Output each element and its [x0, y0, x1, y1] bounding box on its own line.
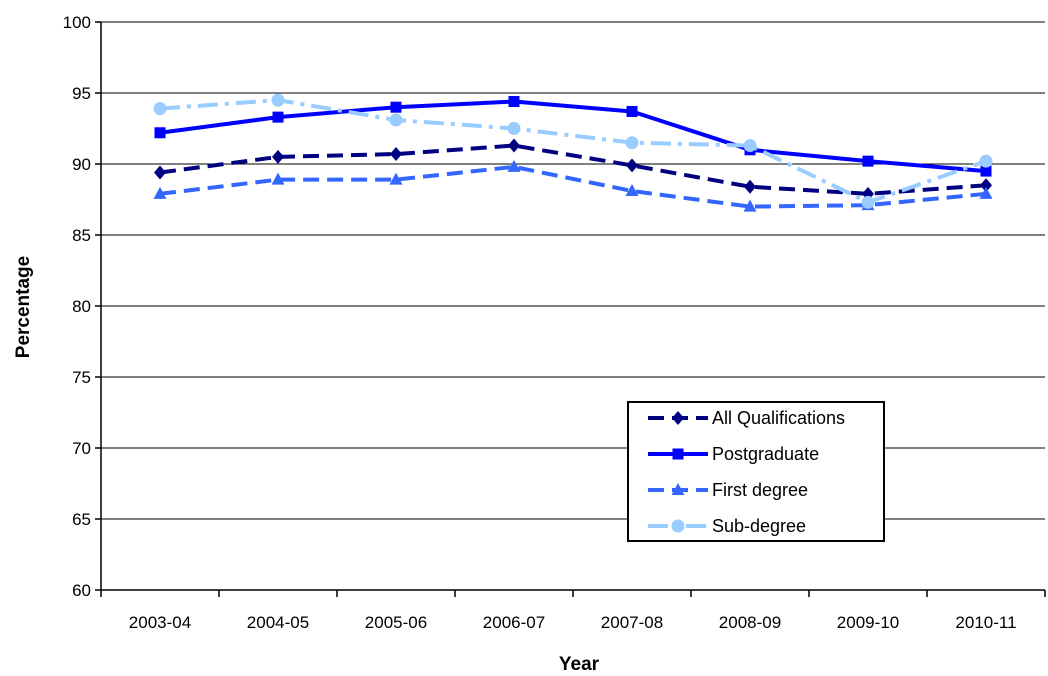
x-tick-label: 2007-08: [601, 613, 663, 632]
x-axis-title: Year: [559, 654, 600, 675]
legend-label: Sub-degree: [712, 516, 806, 536]
y-tick-label: 100: [63, 13, 91, 32]
y-tick-label: 70: [72, 439, 91, 458]
series-postgraduate: [154, 96, 992, 177]
data-point: [389, 172, 403, 185]
data-point: [153, 186, 167, 199]
legend-box: [627, 401, 885, 542]
y-tick-label: 95: [72, 84, 91, 103]
data-point: [743, 199, 757, 212]
y-tick-label: 75: [72, 368, 91, 387]
data-point: [272, 149, 284, 164]
data-point: [625, 183, 639, 196]
data-point: [862, 155, 874, 167]
data-point: [390, 101, 402, 113]
y-tick-label: 80: [72, 297, 91, 316]
x-tick-label: 2006-07: [483, 613, 545, 632]
y-tick-labels: 60 65 70 75 80 85 90 95 100: [63, 13, 91, 600]
legend-label: First degree: [712, 480, 808, 500]
data-point: [980, 178, 992, 193]
x-tick-label: 2010-11: [955, 613, 1016, 632]
data-point: [979, 186, 993, 199]
data-point: [507, 122, 521, 135]
data-point: [626, 158, 638, 173]
series-layer: [153, 93, 993, 212]
data-point: [626, 105, 638, 117]
data-point: [743, 139, 757, 153]
legend-item: All Qualifications: [648, 408, 845, 428]
legend-label: All Qualifications: [712, 408, 845, 428]
data-point: [980, 165, 992, 177]
series-line: [159, 98, 987, 205]
legend-marker: [672, 411, 684, 425]
legend-label: Postgraduate: [712, 444, 819, 464]
x-tick-label: 2004-05: [247, 613, 309, 632]
legend-item: Sub-degree: [648, 516, 806, 536]
data-point: [389, 113, 403, 127]
y-tick-label: 60: [72, 581, 91, 600]
gridlines: [101, 21, 1045, 520]
data-point: [271, 93, 285, 107]
series-line: [159, 99, 987, 174]
x-tick-labels: 2003-04 2004-05 2005-06 2006-07 2007-08 2008-…: [129, 613, 1017, 632]
data-point: [744, 179, 756, 194]
legend-marker: [672, 448, 684, 460]
data-point: [154, 127, 166, 139]
data-point: [271, 172, 285, 185]
series-all-qualifications: [154, 138, 992, 201]
x-tick-label: 2005-06: [365, 613, 427, 632]
data-point: [861, 195, 875, 209]
data-point: [508, 96, 520, 108]
x-tick-label: 2009-10: [837, 613, 899, 632]
data-point: [625, 136, 639, 150]
y-tick-label: 85: [72, 226, 91, 245]
data-point: [507, 159, 521, 172]
data-point: [272, 111, 284, 123]
series-line: [159, 164, 987, 209]
x-tick-label: 2003-04: [129, 613, 191, 632]
y-axis-title: Percentage: [13, 256, 34, 358]
data-point: [508, 138, 520, 153]
legend-item: Postgraduate: [648, 444, 819, 464]
legend-marker: [671, 519, 685, 533]
data-point: [979, 154, 993, 168]
legend-marker: [671, 483, 685, 495]
x-tick-label: 2008-09: [719, 613, 781, 632]
legend-item: First degree: [648, 480, 808, 500]
data-point: [153, 102, 167, 116]
data-point: [154, 165, 166, 180]
y-tick-label: 90: [72, 155, 91, 174]
axes: [95, 21, 1046, 597]
data-point: [390, 147, 402, 162]
y-tick-label: 65: [72, 510, 91, 529]
series-line: [159, 143, 987, 196]
series-first-degree: [153, 159, 993, 212]
series-sub-degree: [153, 93, 993, 209]
legend: All Qualifications Postgraduate First degr…: [627, 401, 885, 542]
